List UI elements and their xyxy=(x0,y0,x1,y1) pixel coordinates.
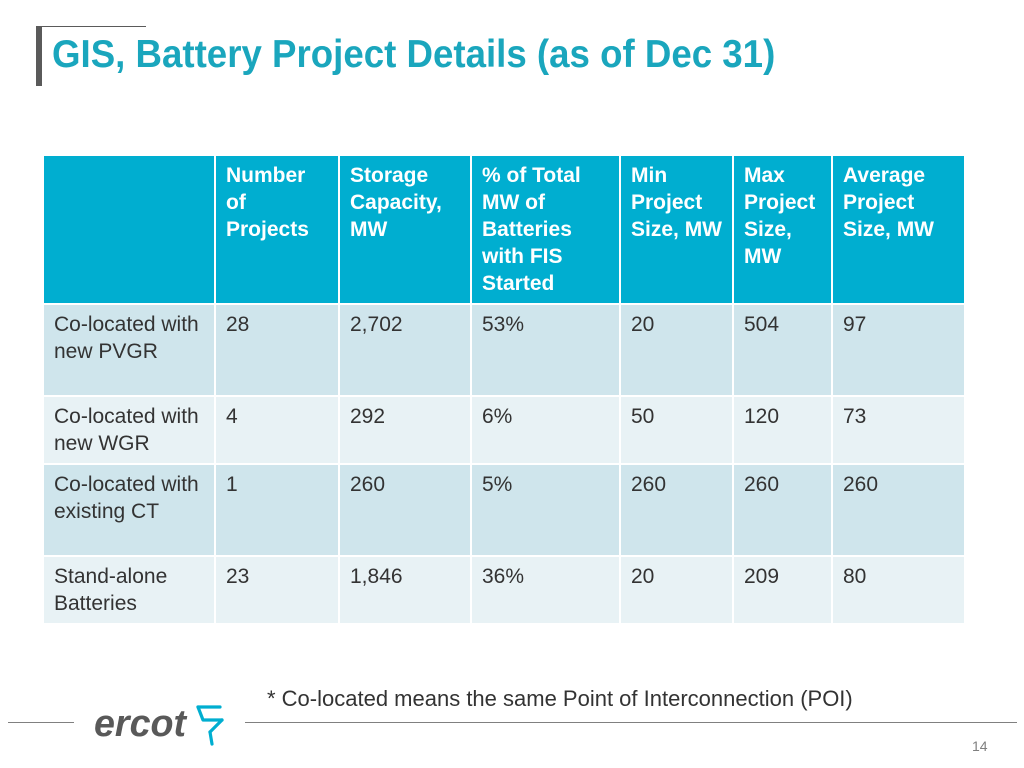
table-row: Co-located with existing CT 1 260 5% 260… xyxy=(42,463,966,557)
slide-title: GIS, Battery Project Details (as of Dec … xyxy=(52,33,776,76)
storage-capacity-cell: 292 xyxy=(338,395,472,465)
header-cell-max-size: Max Project Size, MW xyxy=(732,154,833,305)
average-size-cell: 73 xyxy=(831,395,966,465)
min-size-cell: 50 xyxy=(619,395,734,465)
max-size-cell: 504 xyxy=(732,303,833,397)
logo-wordmark: ercot xyxy=(94,703,187,745)
header-cell-percent-total: % of Total MW of Batteries with FIS Star… xyxy=(470,154,621,305)
ercot-logo: ercot xyxy=(94,703,224,746)
header-cell-storage-capacity: Storage Capacity, MW xyxy=(338,154,472,305)
footnote: * Co-located means the same Point of Int… xyxy=(267,686,853,711)
header-cell-number-of-projects: Number of Projects xyxy=(214,154,340,305)
storage-capacity-cell: 260 xyxy=(338,463,472,557)
min-size-cell: 20 xyxy=(619,303,734,397)
number-of-projects-cell: 28 xyxy=(214,303,340,397)
number-of-projects-cell: 1 xyxy=(214,463,340,557)
table-row: Stand-alone Batteries 23 1,846 36% 20 20… xyxy=(42,555,966,625)
percent-total-cell: 53% xyxy=(470,303,621,397)
table-row: Co-located with new WGR 4 292 6% 50 120 … xyxy=(42,395,966,465)
title-accent-bar xyxy=(36,26,42,86)
number-of-projects-cell: 4 xyxy=(214,395,340,465)
max-size-cell: 209 xyxy=(732,555,833,625)
table-header-row: Number of Projects Storage Capacity, MW … xyxy=(42,154,966,305)
average-size-cell: 97 xyxy=(831,303,966,397)
storage-capacity-cell: 2,702 xyxy=(338,303,472,397)
row-label-cell: Co-located with new PVGR xyxy=(42,303,216,397)
percent-total-cell: 36% xyxy=(470,555,621,625)
percent-total-cell: 6% xyxy=(470,395,621,465)
row-label-cell: Co-located with existing CT xyxy=(42,463,216,557)
header-cell-average-size: Average Project Size, MW xyxy=(831,154,966,305)
average-size-cell: 260 xyxy=(831,463,966,557)
page-number: 14 xyxy=(972,738,988,754)
footer-rule-right xyxy=(245,722,1017,723)
row-label-cell: Co-located with new WGR xyxy=(42,395,216,465)
min-size-cell: 260 xyxy=(619,463,734,557)
footer-rule-left xyxy=(8,722,74,723)
battery-project-table: Number of Projects Storage Capacity, MW … xyxy=(42,154,966,625)
min-size-cell: 20 xyxy=(619,555,734,625)
logo-bolt-icon xyxy=(196,705,224,746)
max-size-cell: 260 xyxy=(732,463,833,557)
average-size-cell: 80 xyxy=(831,555,966,625)
percent-total-cell: 5% xyxy=(470,463,621,557)
title-accent-rule xyxy=(36,26,146,27)
header-cell-row-label xyxy=(42,154,216,305)
row-label-cell: Stand-alone Batteries xyxy=(42,555,216,625)
storage-capacity-cell: 1,846 xyxy=(338,555,472,625)
table-row: Co-located with new PVGR 28 2,702 53% 20… xyxy=(42,303,966,397)
max-size-cell: 120 xyxy=(732,395,833,465)
number-of-projects-cell: 23 xyxy=(214,555,340,625)
header-cell-min-size: Min Project Size, MW xyxy=(619,154,734,305)
